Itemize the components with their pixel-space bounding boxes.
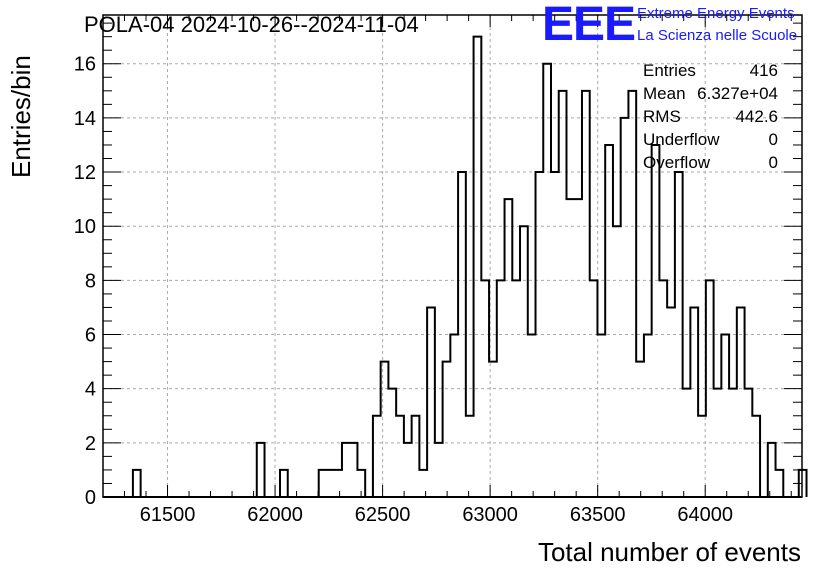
y-tick-label: 8 bbox=[85, 270, 96, 292]
x-tick-label: 61500 bbox=[140, 504, 196, 526]
x-tick-label: 63500 bbox=[570, 504, 626, 526]
plot-frame bbox=[102, 14, 803, 498]
logo-line-1: Extreme Energy Events bbox=[637, 5, 795, 22]
stat-label: Mean bbox=[643, 84, 686, 103]
y-tick-label: 10 bbox=[74, 216, 96, 238]
x-tick-label: 64000 bbox=[677, 504, 733, 526]
x-tick-labels: 61500 62000 62500 63000 63500 64000 bbox=[140, 504, 733, 526]
histogram-outline bbox=[131, 35, 808, 498]
x-axis-title: Total number of events bbox=[538, 537, 801, 567]
y-tick-labels: 0 2 4 6 8 10 12 14 16 bbox=[74, 54, 96, 509]
stat-label: Underflow bbox=[643, 130, 720, 149]
y-tick-label: 2 bbox=[85, 433, 96, 455]
y-tick-label: 6 bbox=[85, 325, 96, 347]
eee-logo-mark: EEE bbox=[542, 0, 635, 51]
y-tick-label: 0 bbox=[85, 487, 96, 509]
stat-value: 0 bbox=[769, 153, 778, 172]
x-tick-label: 62000 bbox=[247, 504, 303, 526]
x-tick-label: 63000 bbox=[462, 504, 518, 526]
logo-line-2: La Scienza nelle Scuole bbox=[637, 27, 797, 44]
axis-ticks bbox=[103, 15, 802, 498]
y-tick-label: 4 bbox=[85, 379, 96, 401]
x-tick-label: 62500 bbox=[355, 504, 411, 526]
y-tick-label: 14 bbox=[74, 108, 96, 130]
stat-value: 416 bbox=[750, 61, 778, 80]
stat-label: Entries bbox=[643, 61, 696, 80]
y-axis-title: Entries/bin bbox=[6, 55, 36, 178]
chart-title: POLA-04 2024-10-26--2024-11-04 bbox=[84, 12, 419, 37]
stat-value: 442.6 bbox=[735, 107, 778, 126]
grid-lines bbox=[103, 15, 802, 497]
stat-label: Overflow bbox=[643, 153, 711, 172]
eee-logo: EEE Extreme Energy Events La Scienza nel… bbox=[542, 0, 797, 51]
y-tick-label: 16 bbox=[74, 54, 96, 76]
stats-box: Entries 416 Mean 6.327e+04 RMS 442.6 Underflow… bbox=[643, 61, 778, 172]
y-tick-label: 12 bbox=[74, 162, 96, 184]
stat-value: 6.327e+04 bbox=[697, 84, 778, 103]
stat-label: RMS bbox=[643, 107, 681, 126]
stat-value: 0 bbox=[769, 130, 778, 149]
